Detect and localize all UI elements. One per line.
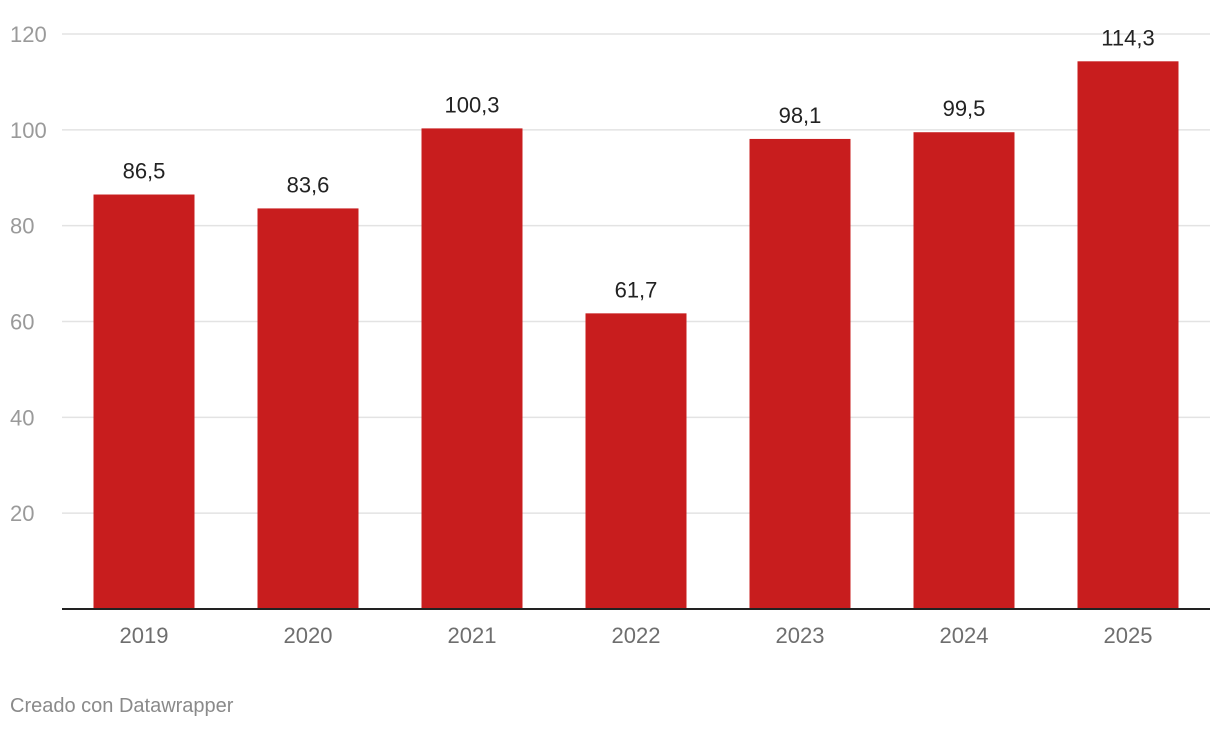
credit-text: Creado con Datawrapper xyxy=(10,695,234,717)
y-tick-label: 60 xyxy=(10,310,34,335)
y-tick-label: 100 xyxy=(10,118,47,143)
bar-chart: 20 40 60 80 100 120 86,5 83,6 100,3 61,7 98,1 99,5… xyxy=(10,22,1210,648)
y-axis-ticks: 20 40 60 80 100 120 xyxy=(10,22,47,526)
x-axis-ticks: 2019 2020 2021 2022 2023 2024 2025 xyxy=(120,623,1153,648)
data-label-2020: 83,6 xyxy=(287,172,330,197)
data-label-2022: 61,7 xyxy=(615,277,658,302)
bar-2020 xyxy=(257,208,359,609)
bar-2024 xyxy=(913,132,1015,609)
x-tick-label: 2020 xyxy=(284,623,333,648)
y-tick-label: 40 xyxy=(10,405,34,430)
x-tick-label: 2022 xyxy=(612,623,661,648)
data-label-2019: 86,5 xyxy=(123,159,166,184)
y-tick-label: 120 xyxy=(10,22,47,47)
bar-2022 xyxy=(585,313,687,609)
x-tick-label: 2023 xyxy=(776,623,825,648)
bar-2021 xyxy=(421,128,523,610)
y-tick-label: 80 xyxy=(10,214,34,239)
data-labels: 86,5 83,6 100,3 61,7 98,1 99,5 114,3 xyxy=(123,25,1155,302)
x-tick-label: 2019 xyxy=(120,623,169,648)
x-tick-label: 2024 xyxy=(940,623,989,648)
data-label-2021: 100,3 xyxy=(444,92,499,117)
bar-2019 xyxy=(93,194,195,610)
data-label-2023: 98,1 xyxy=(779,103,822,128)
data-label-2024: 99,5 xyxy=(943,96,986,121)
bar-2025 xyxy=(1077,61,1179,609)
x-tick-label: 2025 xyxy=(1104,623,1153,648)
bars xyxy=(93,61,1179,610)
bar-2023 xyxy=(749,138,851,609)
y-tick-label: 20 xyxy=(10,501,34,526)
x-tick-label: 2021 xyxy=(448,623,497,648)
data-label-2025: 114,3 xyxy=(1101,25,1154,50)
